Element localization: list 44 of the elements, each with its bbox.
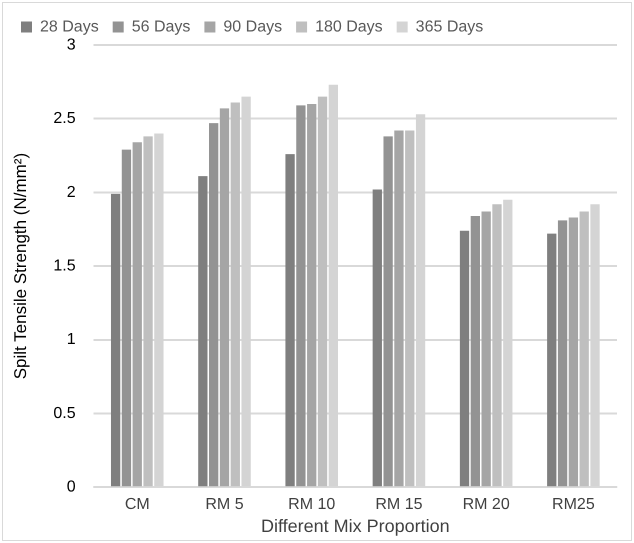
- bar: [220, 108, 230, 486]
- bar: [470, 216, 480, 486]
- legend-label: 365 Days: [416, 18, 484, 36]
- x-tick-label: RM 20: [462, 496, 510, 514]
- legend-label: 28 Days: [40, 18, 99, 36]
- x-axis-title: Different Mix Proportion: [260, 516, 450, 536]
- bar: [460, 230, 470, 486]
- bar: [394, 130, 404, 486]
- y-tick-label: 1.5: [53, 258, 76, 275]
- legend-label: 90 Days: [223, 18, 282, 36]
- y-tick-label: 0.5: [53, 404, 76, 422]
- bar: [143, 136, 153, 486]
- x-tick-label: CM: [124, 496, 150, 514]
- legend-label: 56 Days: [132, 18, 190, 36]
- y-tick-label: 2: [66, 184, 76, 201]
- x-tick-label: RM 15: [375, 496, 423, 514]
- y-tick-label: 0: [66, 478, 76, 496]
- y-tick-label: 1: [66, 331, 76, 348]
- bar: [307, 104, 316, 486]
- bar: [318, 96, 328, 486]
- bar: [122, 150, 132, 486]
- bar: [405, 130, 414, 486]
- bar: [110, 194, 120, 486]
- bar: [230, 102, 240, 486]
- legend-label: 180 Days: [315, 18, 383, 36]
- x-tick-label: RM25: [552, 496, 595, 514]
- bar: [372, 189, 382, 486]
- bar: [568, 217, 578, 486]
- y-tick-label: 3: [66, 36, 76, 54]
- bar: [132, 142, 142, 486]
- bar: [209, 123, 218, 486]
- bar: [492, 204, 502, 486]
- bar: [285, 154, 295, 486]
- x-tick-label: RM 10: [288, 496, 336, 514]
- bar: [482, 212, 491, 486]
- y-axis-title: Spilt Tensile Strength (N/mm²): [10, 152, 30, 380]
- bar: [296, 105, 306, 486]
- bar: [580, 212, 589, 486]
- bar: [547, 234, 556, 486]
- bar: [198, 176, 208, 486]
- bar: [383, 136, 393, 486]
- x-tick-label: RM 5: [205, 496, 244, 514]
- bar: [558, 220, 568, 486]
- y-tick-label: 2.5: [53, 110, 76, 128]
